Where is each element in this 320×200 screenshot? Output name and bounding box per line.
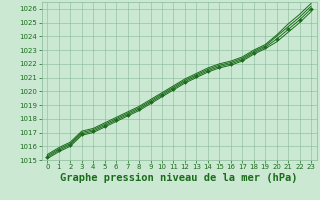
X-axis label: Graphe pression niveau de la mer (hPa): Graphe pression niveau de la mer (hPa) (60, 173, 298, 183)
